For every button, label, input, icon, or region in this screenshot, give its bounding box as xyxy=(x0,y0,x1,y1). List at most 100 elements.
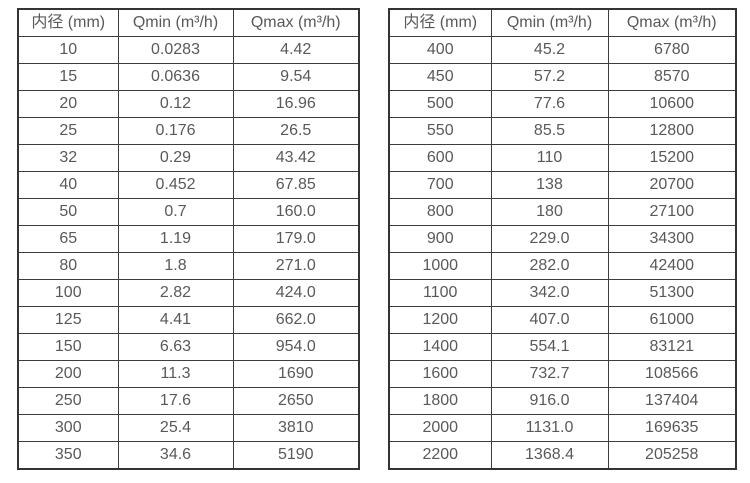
table-row: 80 1.8 271.0 xyxy=(17,252,360,280)
flow-table-large-diameters: 内径 (mm) Qmin (m³/h) Qmax (m³/h) 400 45.2 6780… xyxy=(388,8,737,470)
table-row: 2200 1368.4 205258 xyxy=(388,441,737,470)
table-cell: 6.63 xyxy=(117,333,234,361)
column-header: 内径 (mm) xyxy=(388,8,492,37)
table-cell: 11.3 xyxy=(117,360,234,388)
table-cell: 550 xyxy=(388,117,492,145)
table-cell: 400 xyxy=(388,36,492,64)
table-cell: 1368.4 xyxy=(490,441,609,470)
header-row: 内径 (mm) Qmin (m³/h) Qmax (m³/h) xyxy=(17,8,360,37)
table-cell: 1600 xyxy=(388,360,492,388)
table-cell: 2650 xyxy=(232,387,360,415)
table-cell: 1400 xyxy=(388,333,492,361)
table-cell: 954.0 xyxy=(232,333,360,361)
table-cell: 1690 xyxy=(232,360,360,388)
table-cell: 271.0 xyxy=(232,252,360,280)
table-cell: 27100 xyxy=(607,198,737,226)
table-cell: 61000 xyxy=(607,306,737,334)
table-cell: 4.41 xyxy=(117,306,234,334)
table-row: 25 0.176 26.5 xyxy=(17,117,360,145)
table-row: 1400 554.1 83121 xyxy=(388,333,737,361)
table-cell: 10 xyxy=(17,36,119,64)
table-cell: 138 xyxy=(490,171,609,199)
table-cell: 17.6 xyxy=(117,387,234,415)
table-cell: 250 xyxy=(17,387,119,415)
table-cell: 342.0 xyxy=(490,279,609,307)
table-cell: 179.0 xyxy=(232,225,360,253)
table-cell: 6780 xyxy=(607,36,737,64)
table-row: 550 85.5 12800 xyxy=(388,117,737,145)
table-row: 450 57.2 8570 xyxy=(388,63,737,91)
table-cell: 0.176 xyxy=(117,117,234,145)
table-row: 300 25.4 3810 xyxy=(17,414,360,442)
table-cell: 0.29 xyxy=(117,144,234,172)
table-cell: 67.85 xyxy=(232,171,360,199)
table-cell: 1131.0 xyxy=(490,414,609,442)
table-cell: 40 xyxy=(17,171,119,199)
table-cell: 57.2 xyxy=(490,63,609,91)
table-cell: 80 xyxy=(17,252,119,280)
table-cell: 25 xyxy=(17,117,119,145)
table-row: 800 180 27100 xyxy=(388,198,737,226)
table-row: 2000 1131.0 169635 xyxy=(388,414,737,442)
table-row: 900 229.0 34300 xyxy=(388,225,737,253)
table-cell: 1.8 xyxy=(117,252,234,280)
table-cell: 0.7 xyxy=(117,198,234,226)
table-cell: 229.0 xyxy=(490,225,609,253)
table-cell: 83121 xyxy=(607,333,737,361)
table-cell: 50 xyxy=(17,198,119,226)
table-cell: 77.6 xyxy=(490,90,609,118)
table-cell: 1000 xyxy=(388,252,492,280)
table-cell: 108566 xyxy=(607,360,737,388)
table-row: 350 34.6 5190 xyxy=(17,441,360,470)
table-row: 600 110 15200 xyxy=(388,144,737,172)
table-cell: 2000 xyxy=(388,414,492,442)
table-cell: 110 xyxy=(490,144,609,172)
header-row: 内径 (mm) Qmin (m³/h) Qmax (m³/h) xyxy=(388,8,737,37)
table-row: 50 0.7 160.0 xyxy=(17,198,360,226)
table-row: 400 45.2 6780 xyxy=(388,36,737,64)
table-row: 1200 407.0 61000 xyxy=(388,306,737,334)
table-cell: 424.0 xyxy=(232,279,360,307)
table-cell: 160.0 xyxy=(232,198,360,226)
table-row: 1800 916.0 137404 xyxy=(388,387,737,415)
table-cell: 0.12 xyxy=(117,90,234,118)
table-cell: 26.5 xyxy=(232,117,360,145)
table-cell: 2.82 xyxy=(117,279,234,307)
table-cell: 34300 xyxy=(607,225,737,253)
table-cell: 0.0283 xyxy=(117,36,234,64)
table-cell: 150 xyxy=(17,333,119,361)
flow-table-small-diameters: 内径 (mm) Qmin (m³/h) Qmax (m³/h) 10 0.0283 4.4… xyxy=(17,8,360,470)
table-cell: 300 xyxy=(17,414,119,442)
table-cell: 180 xyxy=(490,198,609,226)
table-cell: 2200 xyxy=(388,441,492,470)
table-cell: 12800 xyxy=(607,117,737,145)
column-header: Qmin (m³/h) xyxy=(490,8,609,37)
table-cell: 100 xyxy=(17,279,119,307)
table-cell: 51300 xyxy=(607,279,737,307)
table-cell: 10600 xyxy=(607,90,737,118)
table-cell: 407.0 xyxy=(490,306,609,334)
table-cell: 85.5 xyxy=(490,117,609,145)
column-header: Qmax (m³/h) xyxy=(232,8,360,37)
table-row: 1000 282.0 42400 xyxy=(388,252,737,280)
table-cell: 25.4 xyxy=(117,414,234,442)
table-cell: 554.1 xyxy=(490,333,609,361)
table-cell: 42400 xyxy=(607,252,737,280)
table-cell: 282.0 xyxy=(490,252,609,280)
table-cell: 1800 xyxy=(388,387,492,415)
table-row: 700 138 20700 xyxy=(388,171,737,199)
table-cell: 4.42 xyxy=(232,36,360,64)
table-cell: 500 xyxy=(388,90,492,118)
table-cell: 0.452 xyxy=(117,171,234,199)
table-row: 10 0.0283 4.42 xyxy=(17,36,360,64)
table-cell: 20700 xyxy=(607,171,737,199)
table-cell: 43.42 xyxy=(232,144,360,172)
table-cell: 800 xyxy=(388,198,492,226)
column-header: 内径 (mm) xyxy=(17,8,119,37)
table-cell: 34.6 xyxy=(117,441,234,470)
table-cell: 65 xyxy=(17,225,119,253)
table-cell: 1100 xyxy=(388,279,492,307)
table-row: 1100 342.0 51300 xyxy=(388,279,737,307)
table-cell: 662.0 xyxy=(232,306,360,334)
